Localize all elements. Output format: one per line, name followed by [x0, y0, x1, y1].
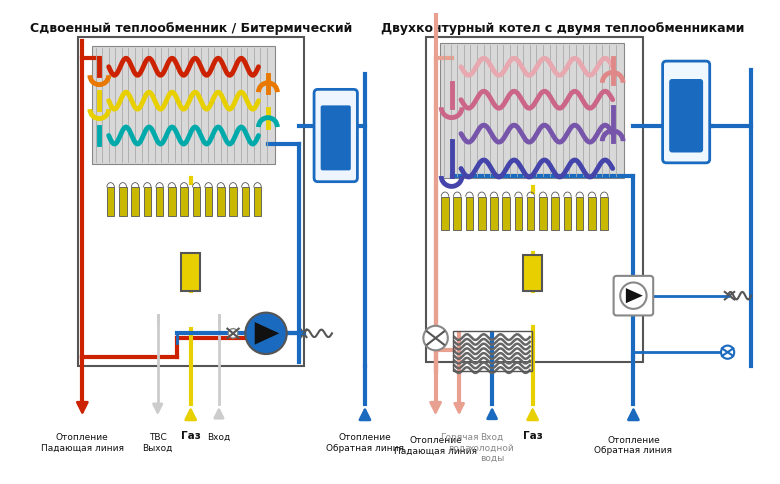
- FancyBboxPatch shape: [662, 62, 710, 164]
- Text: ТВС
Выход: ТВС Выход: [143, 432, 173, 452]
- Bar: [193, 188, 200, 216]
- Bar: [527, 197, 534, 230]
- Bar: [168, 188, 176, 216]
- Bar: [254, 188, 261, 216]
- Bar: [490, 197, 498, 230]
- Bar: [92, 47, 275, 165]
- FancyBboxPatch shape: [321, 106, 351, 171]
- Bar: [229, 188, 237, 216]
- Text: Отопление
Падающая линия: Отопление Падающая линия: [394, 435, 477, 454]
- Text: Вход
холодной
воды: Вход холодной воды: [470, 432, 515, 462]
- Bar: [466, 197, 473, 230]
- Text: Газ: Газ: [181, 430, 200, 440]
- Circle shape: [721, 346, 734, 359]
- Bar: [453, 197, 461, 230]
- Text: Отопление
Падающая линия: Отопление Падающая линия: [41, 432, 124, 452]
- Bar: [180, 188, 188, 216]
- Text: Двухконтурный котел с двумя теплообменниками: Двухконтурный котел с двумя теплообменни…: [381, 22, 744, 34]
- Circle shape: [245, 313, 287, 354]
- Text: Вход: Вход: [207, 432, 231, 441]
- Bar: [564, 197, 571, 230]
- Bar: [576, 197, 583, 230]
- Bar: [441, 197, 448, 230]
- Bar: [426, 38, 643, 362]
- Bar: [502, 197, 510, 230]
- Bar: [452, 332, 532, 371]
- Circle shape: [424, 326, 448, 350]
- Polygon shape: [255, 322, 279, 345]
- Text: Горячая
вода: Горячая вода: [440, 432, 478, 452]
- FancyBboxPatch shape: [314, 90, 357, 182]
- Bar: [181, 254, 200, 291]
- Polygon shape: [626, 288, 643, 303]
- Bar: [78, 38, 303, 366]
- Bar: [601, 197, 608, 230]
- Circle shape: [620, 283, 647, 309]
- Bar: [242, 188, 249, 216]
- FancyBboxPatch shape: [614, 276, 653, 316]
- Bar: [551, 197, 559, 230]
- Bar: [217, 188, 225, 216]
- Circle shape: [229, 329, 238, 338]
- Bar: [523, 256, 542, 291]
- Bar: [107, 188, 115, 216]
- Text: Сдвоенный теплообменник / Битермический: Сдвоенный теплообменник / Битермический: [30, 22, 352, 34]
- Bar: [144, 188, 151, 216]
- Bar: [131, 188, 139, 216]
- Bar: [156, 188, 163, 216]
- Text: Газ: Газ: [523, 430, 542, 440]
- Bar: [119, 188, 126, 216]
- FancyBboxPatch shape: [669, 80, 703, 153]
- Bar: [205, 188, 212, 216]
- Bar: [440, 44, 624, 179]
- Bar: [478, 197, 485, 230]
- Bar: [515, 197, 523, 230]
- Text: Отопление
Обратная линия: Отопление Обратная линия: [594, 435, 672, 454]
- Bar: [539, 197, 547, 230]
- Bar: [588, 197, 596, 230]
- Text: Отопление
Обратная линия: Отопление Обратная линия: [326, 432, 404, 452]
